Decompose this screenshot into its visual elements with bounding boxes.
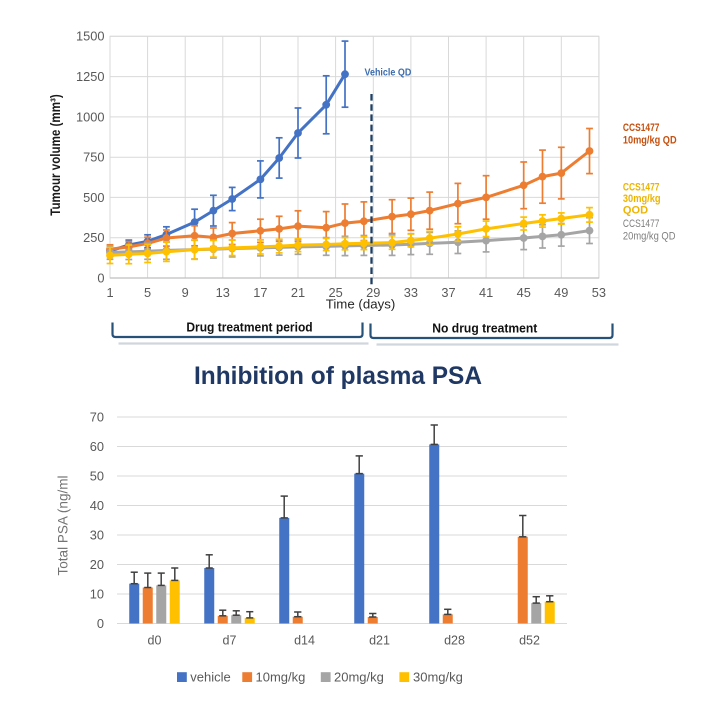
svg-text:1000: 1000	[76, 109, 104, 124]
svg-text:No drug treatment: No drug treatment	[432, 320, 538, 335]
svg-text:500: 500	[83, 190, 104, 205]
svg-text:10: 10	[90, 586, 104, 601]
svg-text:45: 45	[517, 285, 531, 300]
svg-text:53: 53	[592, 285, 606, 300]
svg-text:d21: d21	[369, 634, 390, 648]
svg-text:30mg/kg: 30mg/kg	[623, 193, 661, 205]
svg-text:1250: 1250	[76, 69, 104, 84]
svg-text:49: 49	[554, 285, 568, 300]
svg-text:750: 750	[83, 150, 104, 165]
svg-text:Total PSA (ng/ml: Total PSA (ng/ml	[56, 476, 71, 576]
svg-text:0: 0	[97, 270, 104, 285]
svg-text:1500: 1500	[76, 29, 104, 44]
svg-text:29: 29	[366, 285, 380, 300]
svg-text:20mg/kg: 20mg/kg	[334, 670, 384, 685]
svg-text:CCS1477: CCS1477	[623, 218, 660, 230]
svg-text:CCS1477: CCS1477	[623, 181, 660, 193]
svg-text:Vehicle QD: Vehicle QD	[365, 67, 412, 78]
svg-text:60: 60	[90, 439, 104, 454]
svg-text:37: 37	[441, 285, 455, 300]
svg-text:40: 40	[90, 498, 104, 513]
svg-text:d0: d0	[148, 634, 162, 648]
svg-text:9: 9	[182, 285, 189, 300]
svg-text:30mg/kg: 30mg/kg	[413, 670, 463, 685]
svg-text:30: 30	[90, 527, 104, 542]
svg-text:33: 33	[404, 285, 418, 300]
svg-text:QOD: QOD	[623, 205, 648, 217]
svg-text:50: 50	[90, 468, 104, 483]
svg-text:70: 70	[90, 409, 104, 424]
svg-text:CCS1477: CCS1477	[623, 122, 660, 134]
svg-text:d7: d7	[223, 634, 237, 648]
svg-text:Tumour volume (mm³): Tumour volume (mm³)	[48, 94, 63, 216]
svg-text:10mg/kg: 10mg/kg	[256, 670, 306, 685]
svg-text:Inhibition of plasma PSA: Inhibition of plasma PSA	[194, 362, 482, 390]
svg-text:5: 5	[144, 285, 151, 300]
svg-text:20mg/kg QD: 20mg/kg QD	[623, 231, 676, 243]
svg-text:0: 0	[97, 616, 104, 631]
svg-text:13: 13	[216, 285, 230, 300]
svg-text:20: 20	[90, 557, 104, 572]
svg-text:10mg/kg QD: 10mg/kg QD	[623, 134, 677, 146]
svg-text:Time (days): Time (days)	[326, 297, 396, 312]
svg-text:d14: d14	[294, 634, 315, 648]
svg-text:1: 1	[106, 285, 113, 300]
svg-text:vehicle: vehicle	[190, 670, 230, 685]
svg-text:250: 250	[83, 230, 104, 245]
svg-text:17: 17	[253, 285, 267, 300]
svg-text:21: 21	[291, 285, 305, 300]
svg-text:41: 41	[479, 285, 493, 300]
svg-text:25: 25	[328, 285, 342, 300]
svg-text:Drug treatment period: Drug treatment period	[186, 319, 312, 334]
svg-text:d52: d52	[519, 634, 540, 648]
svg-text:d28: d28	[444, 634, 465, 648]
